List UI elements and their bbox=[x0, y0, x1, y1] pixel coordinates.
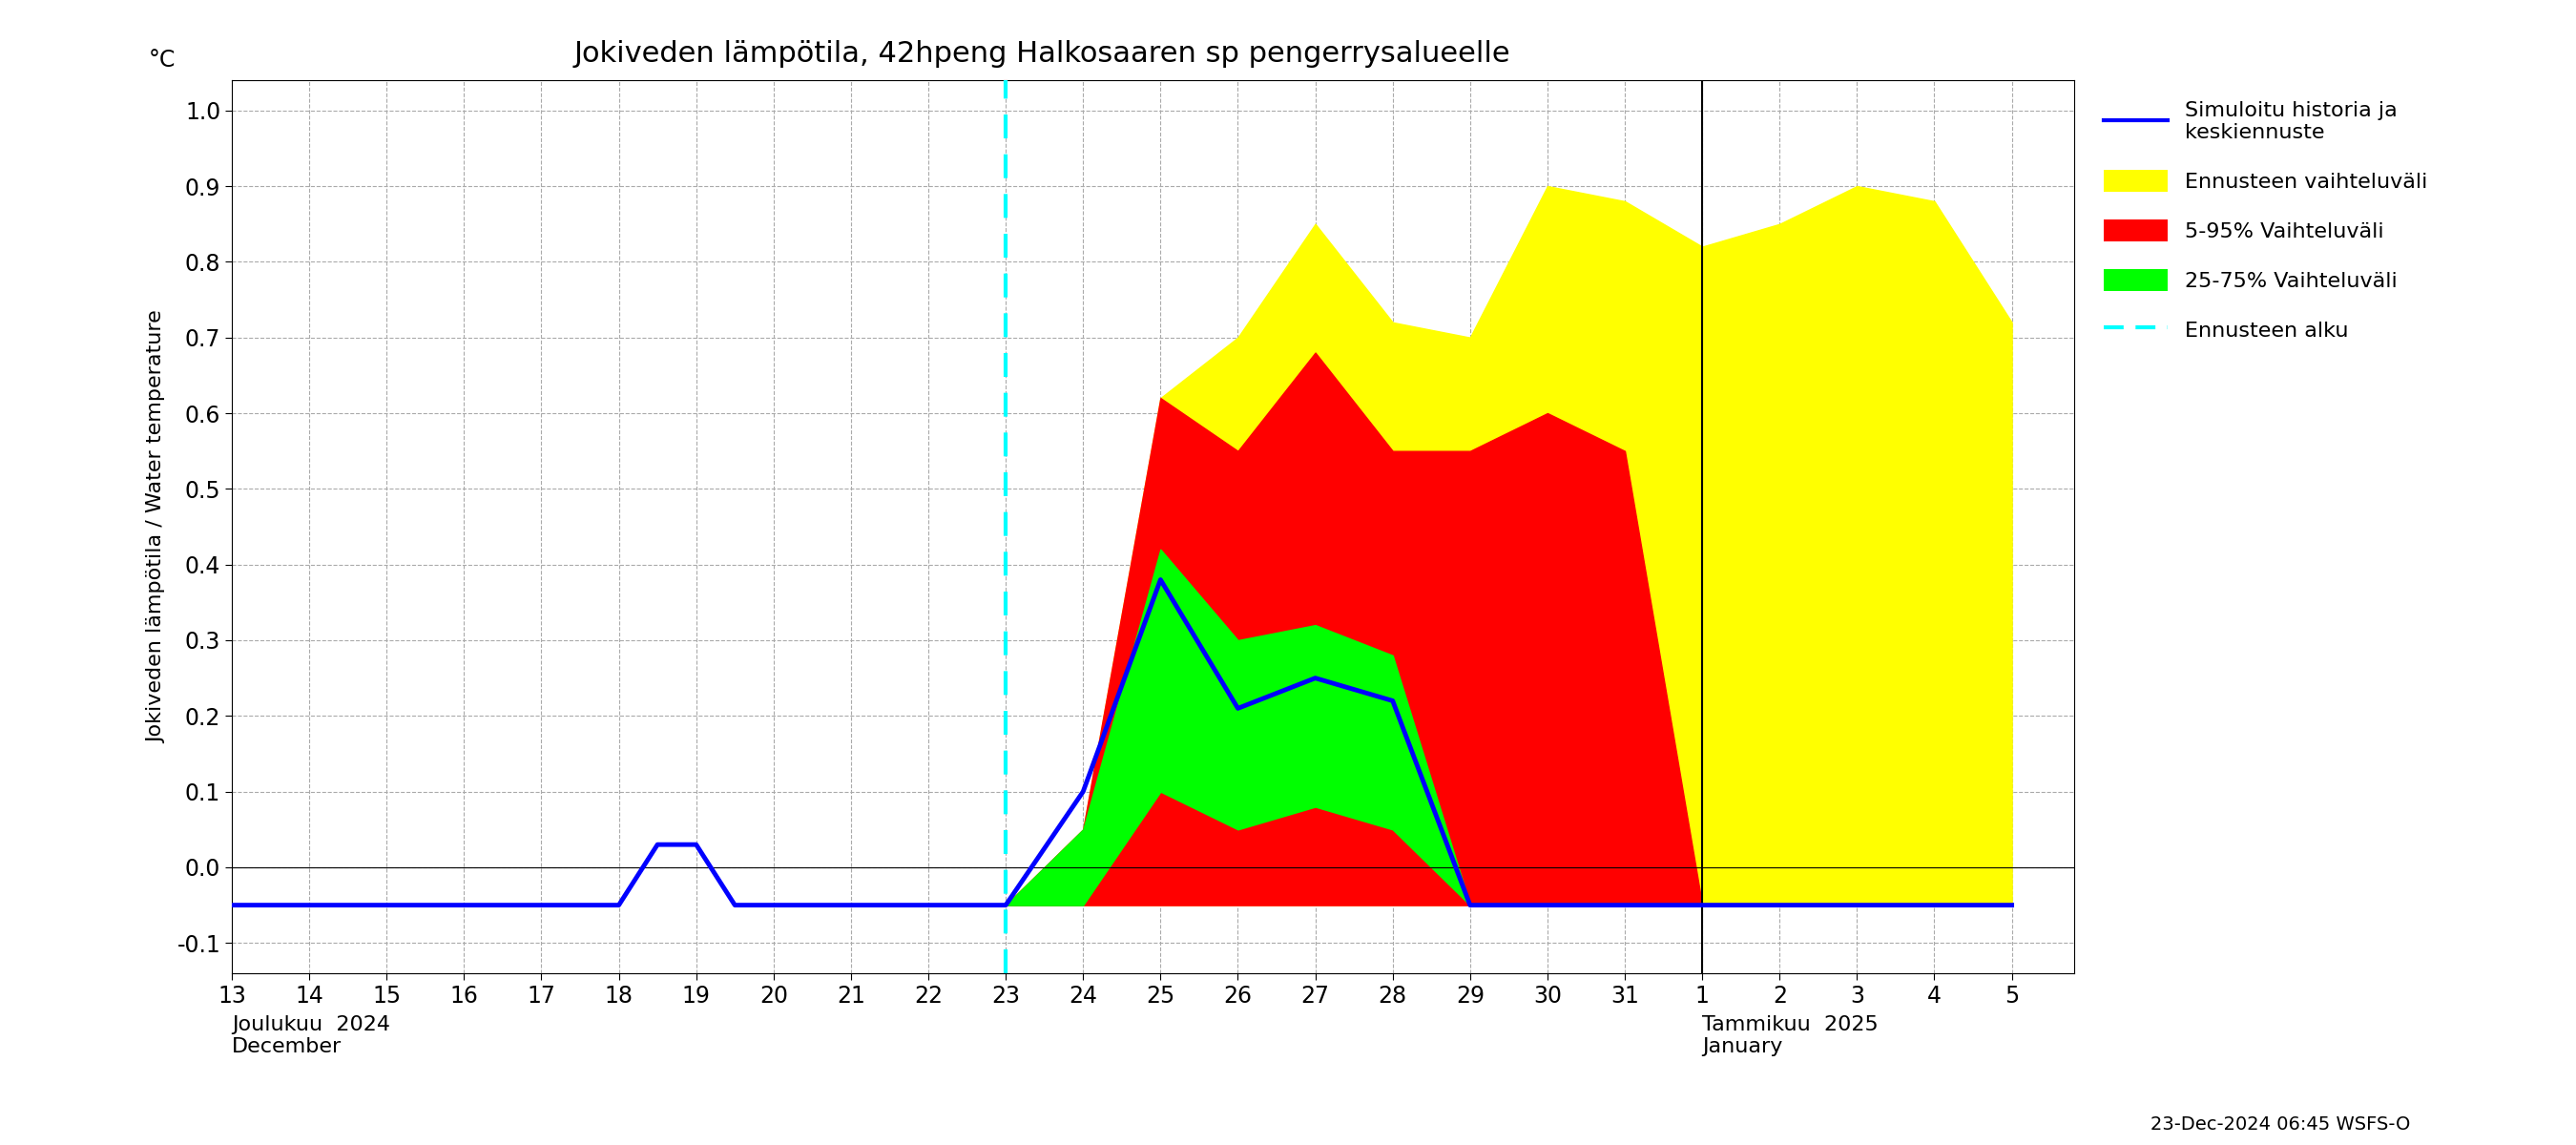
Text: 23-Dec-2024 06:45 WSFS-O: 23-Dec-2024 06:45 WSFS-O bbox=[2151, 1115, 2411, 1134]
Text: Joulukuu  2024
December: Joulukuu 2024 December bbox=[232, 1014, 389, 1056]
Legend: Simuloitu historia ja
keskiennuste, Ennusteen vaihteluväli, 5-95% Vaihteluväli, : Simuloitu historia ja keskiennuste, Ennu… bbox=[2094, 90, 2437, 350]
Text: °C: °C bbox=[149, 48, 175, 71]
Title: Jokiveden lämpötila, 42hpeng Halkosaaren sp pengerrysalueelle: Jokiveden lämpötila, 42hpeng Halkosaaren… bbox=[574, 40, 1510, 68]
Y-axis label: Jokiveden lämpötila / Water temperature: Jokiveden lämpötila / Water temperature bbox=[147, 310, 167, 743]
Text: Tammikuu  2025
January: Tammikuu 2025 January bbox=[1703, 1014, 1878, 1056]
